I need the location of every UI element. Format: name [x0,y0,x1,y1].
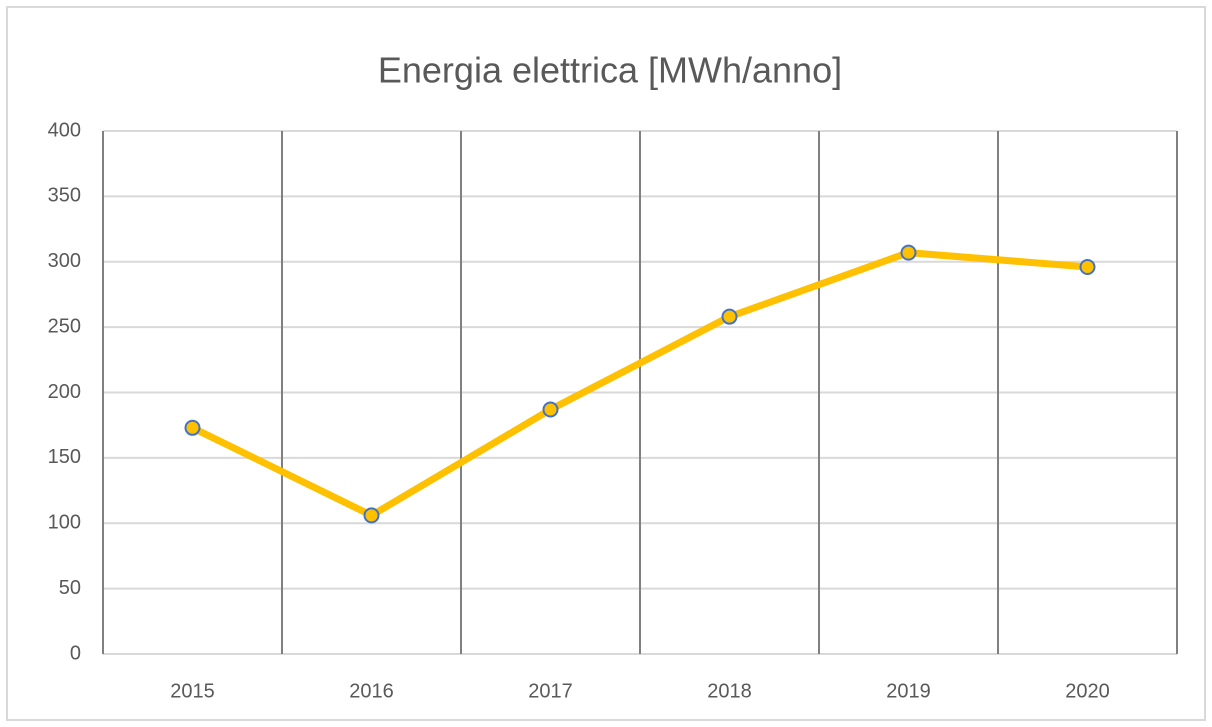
x-tick-label: 2016 [349,680,394,702]
y-tick-label: 50 [59,577,81,599]
y-tick-label: 350 [48,185,81,207]
data-line [190,249,1088,519]
y-tick-label: 150 [48,446,81,468]
data-point [900,244,917,261]
data-point [363,507,380,524]
x-tick-label: 2020 [1065,680,1110,702]
data-point [542,401,559,418]
y-tick-label: 100 [48,512,81,534]
x-tick-label: 2019 [886,680,931,702]
x-tick-label: 2018 [707,680,752,702]
y-tick-label: 300 [48,250,81,272]
data-point [721,308,738,325]
y-tick-label: 250 [48,315,81,337]
data-point [1079,258,1096,275]
y-tick-label: 400 [48,119,81,141]
chart-title: Energia elettrica [MWh/anno] [378,50,842,91]
y-tick-label: 200 [48,381,81,403]
y-tick-label: 0 [70,642,81,664]
data-point [184,419,201,436]
x-tick-label: 2015 [170,680,215,702]
x-tick-label: 2017 [528,680,573,702]
chart-border [6,6,1206,721]
